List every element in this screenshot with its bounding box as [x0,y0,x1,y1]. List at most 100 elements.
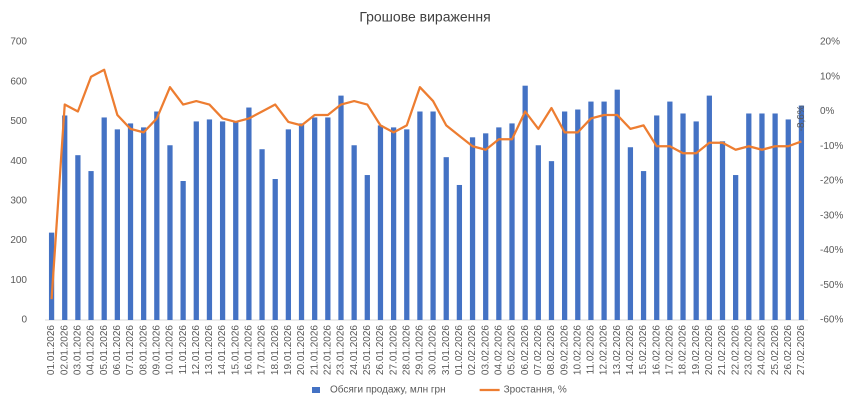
x-tick-label: 06.01.2026 [112,325,123,375]
x-tick-label: 04.01.2026 [86,325,97,375]
x-tick-label: 12.02.2026 [599,325,610,375]
y2-tick-label: -50% [820,280,843,291]
x-tick-label: 05.01.2026 [99,325,110,375]
bar [496,127,502,320]
x-tick-label: 17.02.2026 [665,325,676,375]
line [50,68,802,300]
x-tick-label: 22.02.2026 [730,325,741,375]
x-tick-label: 24.01.2026 [349,325,360,375]
x-tick-label: 25.02.2026 [770,325,781,375]
bar [206,119,213,320]
x-tick-label: 18.02.2026 [678,325,689,375]
bar [101,117,107,320]
bar [785,119,791,320]
x-tick-label: 06.02.2026 [520,325,531,375]
bar [404,129,410,320]
y-tick-label: 100 [10,275,27,286]
bar [180,181,186,320]
bar [141,127,147,320]
bar [614,89,620,321]
y-tick-label: 500 [10,116,27,127]
bar [456,184,463,320]
bar [601,101,607,320]
bar [640,171,647,320]
bar [772,113,778,320]
x-tick-label: 22.01.2026 [322,325,333,375]
bar [746,113,752,320]
x-tick-label: 10.01.2026 [165,325,176,375]
x-tick-label: 03.01.2026 [73,325,84,375]
x-tick-label: 10.02.2026 [572,325,583,375]
y2-tick-label: -60% [820,315,843,326]
bar [417,111,423,320]
bar [390,127,397,320]
bar [377,125,384,321]
x-tick-label: 27.01.2026 [388,325,399,375]
x-tick-label: 01.01.2026 [46,325,57,375]
data-label: -8,6% [796,105,807,131]
bar [114,129,120,320]
x-tick-label: 19.01.2026 [283,325,294,375]
bar [167,145,173,320]
bar [483,133,489,320]
y2-tick-label: -10% [820,141,843,152]
bar [351,145,357,320]
bar [693,121,699,320]
x-tick-label: 18.01.2026 [270,325,281,375]
legend-swatch [312,387,320,393]
x-tick-label: 01.02.2026 [454,325,465,375]
bar [443,157,449,320]
bar [588,101,594,320]
x-tick-label: 25.01.2026 [362,325,373,375]
y2-tick-label: 10% [820,71,840,82]
bar [272,179,278,320]
bar [193,121,199,320]
x-tick-label: 04.02.2026 [493,325,504,375]
x-tick-label: 09.01.2026 [151,325,162,375]
bar [654,115,660,320]
legend-label: Обсяги продажу, млн грн [330,384,446,396]
bar [548,161,555,320]
bar [759,113,765,320]
bar [364,175,370,320]
x-tick-label: 02.02.2026 [467,325,478,375]
bar [325,117,331,320]
bar [627,147,634,320]
bar [75,155,81,320]
bar [719,141,726,320]
bar [246,107,252,321]
x-tick-label: 31.01.2026 [441,325,452,375]
bar [561,111,568,320]
bar [127,123,134,321]
x-tick-label: 15.02.2026 [638,325,649,375]
bar [535,145,541,320]
bar [298,123,305,321]
y2-tick-label: 0% [820,106,835,117]
x-tick-label: 28.01.2026 [401,325,412,375]
x-tick-label: 26.02.2026 [783,325,794,375]
y-tick-label: 200 [10,235,27,246]
x-tick-label: 24.02.2026 [757,325,768,375]
x-tick-label: 21.01.2026 [309,325,320,375]
y2-tick-label: -30% [820,210,843,221]
x-tick-label: 12.01.2026 [191,325,202,375]
legend-label: Зростання, % [504,385,567,396]
y-tick-label: 300 [10,195,27,206]
x-tick-label: 07.01.2026 [125,325,136,375]
bar [154,111,160,320]
x-tick-label: 15.01.2026 [230,325,241,375]
x-tick-label: 09.02.2026 [559,325,570,375]
x-tick-label: 16.02.2026 [651,325,662,375]
x-tick-label: 08.01.2026 [138,325,149,375]
x-tick-label: 20.02.2026 [704,325,715,375]
bar [469,137,476,320]
x-tick-label: 05.02.2026 [507,325,518,375]
y2-tick-label: 20% [820,37,840,48]
bar [285,129,292,320]
bar [733,175,739,320]
x-tick-label: 19.02.2026 [691,325,702,375]
x-tick-label: 14.01.2026 [217,325,228,375]
x-tick-label: 23.01.2026 [336,325,347,375]
bar [88,171,94,320]
